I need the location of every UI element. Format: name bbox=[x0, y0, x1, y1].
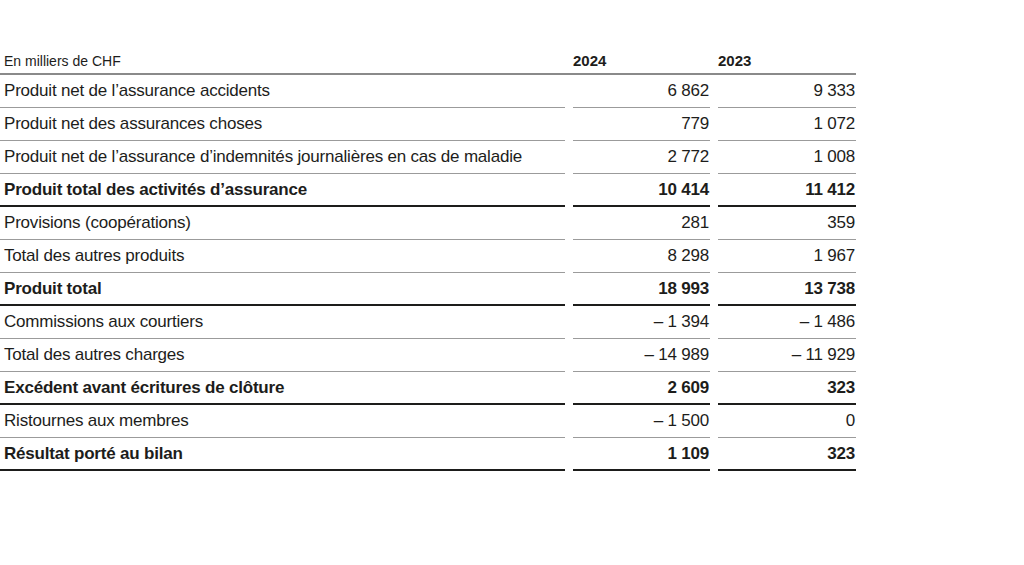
row-value-2023: 9 333 bbox=[718, 75, 856, 108]
row-value-2024: 2 772 bbox=[573, 141, 710, 174]
row-value-2024: 6 862 bbox=[573, 75, 710, 108]
row-value-2023: 0 bbox=[718, 405, 856, 438]
table-row: Produit net de l’assurance d’indemnités … bbox=[0, 141, 856, 174]
row-label: Total des autres produits bbox=[0, 240, 565, 273]
row-value-2024: 10 414 bbox=[573, 174, 710, 207]
row-label: Produit net de l’assurance d’indemnités … bbox=[0, 141, 565, 174]
row-value-2024: – 14 989 bbox=[573, 339, 710, 372]
row-value-2024: 2 609 bbox=[573, 372, 710, 405]
row-value-2024: – 1 500 bbox=[573, 405, 710, 438]
column-header-2024: 2024 bbox=[573, 53, 710, 73]
table-body: Produit net de l’assurance accidents6 86… bbox=[0, 75, 856, 471]
row-value-2024: 1 109 bbox=[573, 438, 710, 471]
table-row: Produit total des activités d’assurance1… bbox=[0, 174, 856, 207]
table-row: Provisions (coopérations)281359 bbox=[0, 207, 856, 240]
table-row: Produit net des assurances choses7791 07… bbox=[0, 108, 856, 141]
table-header-row: En milliers de CHF 2024 2023 bbox=[0, 52, 856, 75]
row-label: Excédent avant écritures de clôture bbox=[0, 372, 565, 405]
row-value-2023: 1 008 bbox=[718, 141, 856, 174]
column-header-2023: 2023 bbox=[718, 53, 856, 73]
row-value-2023: – 11 929 bbox=[718, 339, 856, 372]
row-value-2024: 779 bbox=[573, 108, 710, 141]
row-value-2023: 13 738 bbox=[718, 273, 856, 306]
row-label: Produit net de l’assurance accidents bbox=[0, 75, 565, 108]
row-label: Résultat porté au bilan bbox=[0, 438, 565, 471]
income-statement-table: En milliers de CHF 2024 2023 Produit net… bbox=[0, 52, 856, 471]
table-row: Commissions aux courtiers– 1 394– 1 486 bbox=[0, 306, 856, 339]
row-value-2023: 323 bbox=[718, 438, 856, 471]
table-row: Total des autres produits8 2981 967 bbox=[0, 240, 856, 273]
row-value-2024: 8 298 bbox=[573, 240, 710, 273]
row-value-2024: 281 bbox=[573, 207, 710, 240]
table-row: Produit total18 99313 738 bbox=[0, 273, 856, 306]
row-value-2024: 18 993 bbox=[573, 273, 710, 306]
row-value-2023: – 1 486 bbox=[718, 306, 856, 339]
row-value-2024: – 1 394 bbox=[573, 306, 710, 339]
row-label: Produit total bbox=[0, 273, 565, 306]
row-value-2023: 359 bbox=[718, 207, 856, 240]
table-row: Produit net de l’assurance accidents6 86… bbox=[0, 75, 856, 108]
row-label: Provisions (coopérations) bbox=[0, 207, 565, 240]
unit-label: En milliers de CHF bbox=[0, 54, 565, 73]
row-label: Total des autres charges bbox=[0, 339, 565, 372]
row-label: Commissions aux courtiers bbox=[0, 306, 565, 339]
row-label: Produit net des assurances choses bbox=[0, 108, 565, 141]
table-row: Ristournes aux membres– 1 5000 bbox=[0, 405, 856, 438]
table-row: Résultat porté au bilan1 109323 bbox=[0, 438, 856, 471]
row-value-2023: 1 967 bbox=[718, 240, 856, 273]
row-value-2023: 11 412 bbox=[718, 174, 856, 207]
row-value-2023: 1 072 bbox=[718, 108, 856, 141]
table-row: Total des autres charges– 14 989– 11 929 bbox=[0, 339, 856, 372]
row-label: Produit total des activités d’assurance bbox=[0, 174, 565, 207]
row-value-2023: 323 bbox=[718, 372, 856, 405]
row-label: Ristournes aux membres bbox=[0, 405, 565, 438]
table-row: Excédent avant écritures de clôture2 609… bbox=[0, 372, 856, 405]
